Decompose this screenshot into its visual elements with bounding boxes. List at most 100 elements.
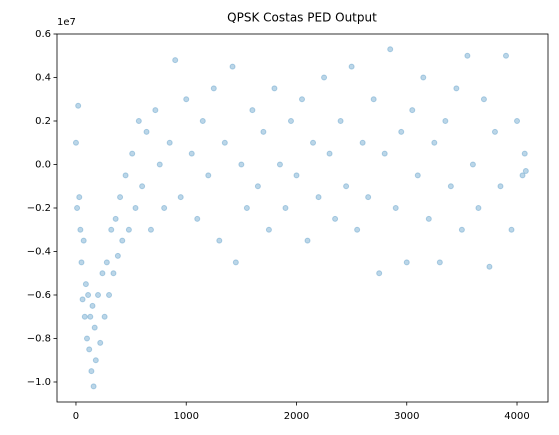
chart-title: QPSK Costas PED Output [227,11,377,25]
point [480,96,487,103]
point [497,183,504,190]
point [337,117,344,124]
point [82,281,89,288]
point [238,161,245,168]
point [514,117,521,124]
point [299,96,306,103]
point [147,226,154,233]
point [95,291,102,298]
point [76,194,83,201]
point [101,313,108,320]
point [90,383,97,390]
point [420,74,427,81]
point [249,107,256,114]
point [110,270,117,277]
point [271,85,278,92]
point [152,107,159,114]
point [114,252,121,259]
point [91,324,98,331]
y-tick-label: −0.8 [27,333,51,344]
point [86,346,93,353]
point [243,204,250,211]
point [321,74,328,81]
point [78,259,85,266]
point [112,215,119,222]
point [370,96,377,103]
point [221,139,228,146]
point [403,259,410,266]
point [491,128,498,135]
point [139,183,146,190]
point [99,270,106,277]
point [135,117,142,124]
point [425,215,432,222]
point [129,150,136,157]
point [106,291,113,298]
point [260,128,267,135]
point [77,226,84,233]
point [464,52,471,59]
point [161,204,168,211]
point [332,215,339,222]
point [216,237,223,244]
point [177,194,184,201]
y-tick-label: −0.6 [27,290,51,301]
point [75,102,82,109]
point [431,139,438,146]
point [85,291,92,298]
point [387,46,394,53]
point [343,183,350,190]
point [92,357,99,364]
x-tick-label: 1000 [174,411,199,422]
point [205,172,212,179]
point [453,85,460,92]
point [442,117,449,124]
point [229,63,236,70]
point [508,226,515,233]
point [522,168,529,175]
point [87,313,94,320]
point [72,139,79,146]
point [475,204,482,211]
point [210,85,217,92]
point [310,139,317,146]
point [282,204,289,211]
point [381,150,388,157]
x-tick-label: 2000 [284,411,309,422]
point [469,161,476,168]
point [293,172,300,179]
x-tick-label: 4000 [504,411,529,422]
point [447,183,454,190]
y-tick-label: −1.0 [27,377,51,388]
y-tick-label: −0.4 [27,246,51,257]
point [398,128,405,135]
point [97,339,104,346]
point [436,259,443,266]
point [117,194,124,201]
point [359,139,366,146]
y-offset-label: 1e7 [57,17,76,28]
x-tick-label: 3000 [394,411,419,422]
point [486,263,493,270]
point [119,237,126,244]
point [254,183,261,190]
point [122,172,129,179]
y-tick-label: 0.2 [35,116,51,127]
point [519,172,526,179]
point [199,117,206,124]
point [125,226,132,233]
point [143,128,150,135]
point [326,150,333,157]
point [166,139,173,146]
point [88,368,95,375]
point [188,150,195,157]
point [79,296,86,303]
point [376,270,383,277]
y-tick-label: 0.6 [35,29,51,40]
point [265,226,272,233]
point [80,237,87,244]
point [392,204,399,211]
point [304,237,311,244]
point [132,204,139,211]
